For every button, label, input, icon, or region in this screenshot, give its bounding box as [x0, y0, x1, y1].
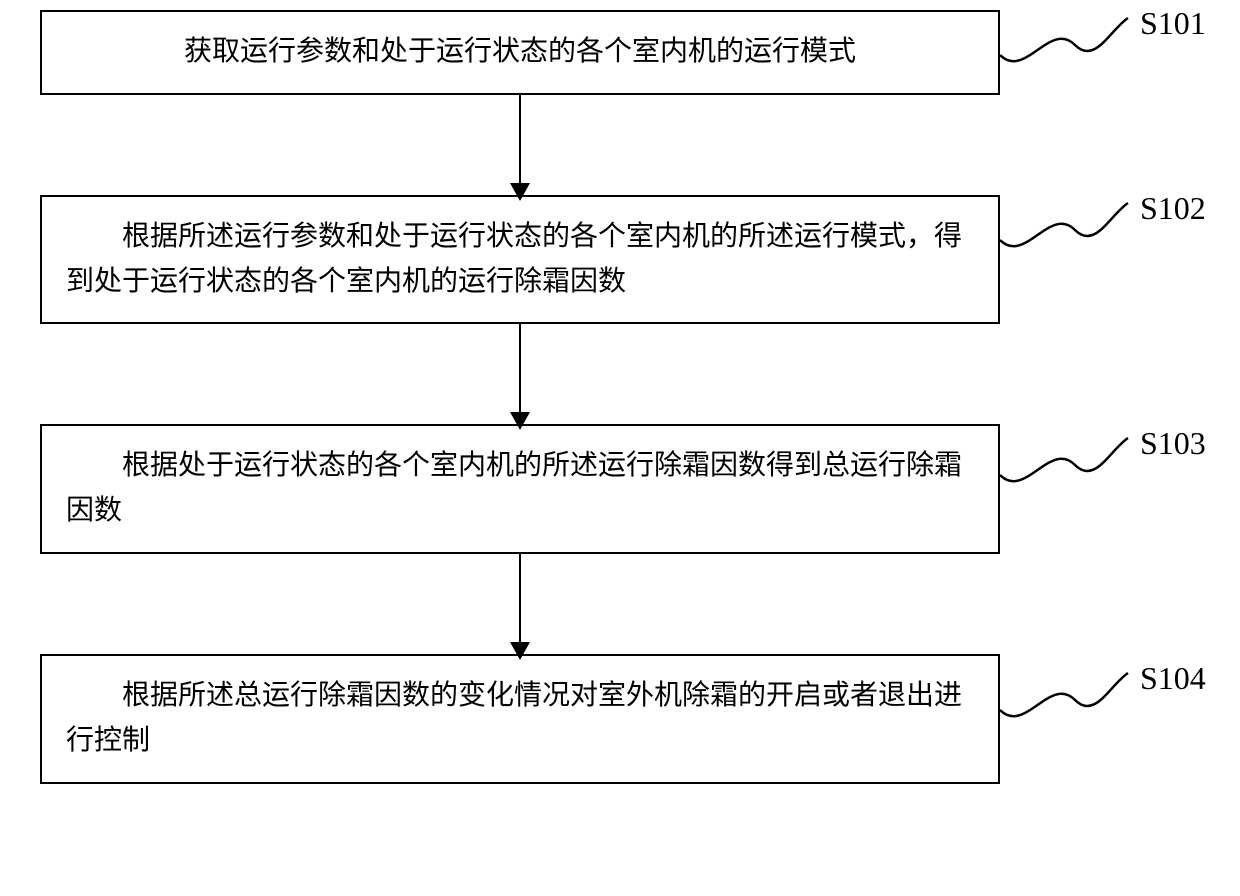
step-text: 根据所述运行参数和处于运行状态的各个室内机的所述运行模式，得到处于运行状态的各个…: [66, 221, 962, 297]
wavy-connector-s101: [1000, 10, 1130, 70]
arrow-head-icon: [510, 642, 530, 660]
arrow-line: [519, 554, 521, 644]
step-box-s103: 根据处于运行状态的各个室内机的所述运行除霜因数得到总运行除霜因数: [40, 424, 1000, 554]
arrow-head-icon: [510, 412, 530, 430]
step-label-s101: S101: [1140, 5, 1206, 42]
arrow-line: [519, 324, 521, 414]
step-label-s104: S104: [1140, 660, 1206, 697]
wavy-connector-s103: [1000, 430, 1130, 490]
wavy-connector-s102: [1000, 195, 1130, 255]
arrow-connector: [40, 554, 1000, 654]
step-text: 根据所述总运行除霜因数的变化情况对室外机除霜的开启或者退出进行控制: [66, 680, 962, 756]
step-box-s102: 根据所述运行参数和处于运行状态的各个室内机的所述运行模式，得到处于运行状态的各个…: [40, 195, 1000, 325]
step-text: 获取运行参数和处于运行状态的各个室内机的运行模式: [184, 36, 856, 67]
step-label-s103: S103: [1140, 425, 1206, 462]
arrow-head-icon: [510, 183, 530, 201]
flowchart-container: 获取运行参数和处于运行状态的各个室内机的运行模式 S101 根据所述运行参数和处…: [40, 10, 1200, 784]
arrow-line: [519, 95, 521, 185]
arrow-connector: [40, 95, 1000, 195]
step-box-s104: 根据所述总运行除霜因数的变化情况对室外机除霜的开启或者退出进行控制: [40, 654, 1000, 784]
wavy-connector-s104: [1000, 665, 1130, 725]
step-box-s101: 获取运行参数和处于运行状态的各个室内机的运行模式: [40, 10, 1000, 95]
step-text: 根据处于运行状态的各个室内机的所述运行除霜因数得到总运行除霜因数: [66, 450, 962, 526]
step-label-s102: S102: [1140, 190, 1206, 227]
arrow-connector: [40, 324, 1000, 424]
